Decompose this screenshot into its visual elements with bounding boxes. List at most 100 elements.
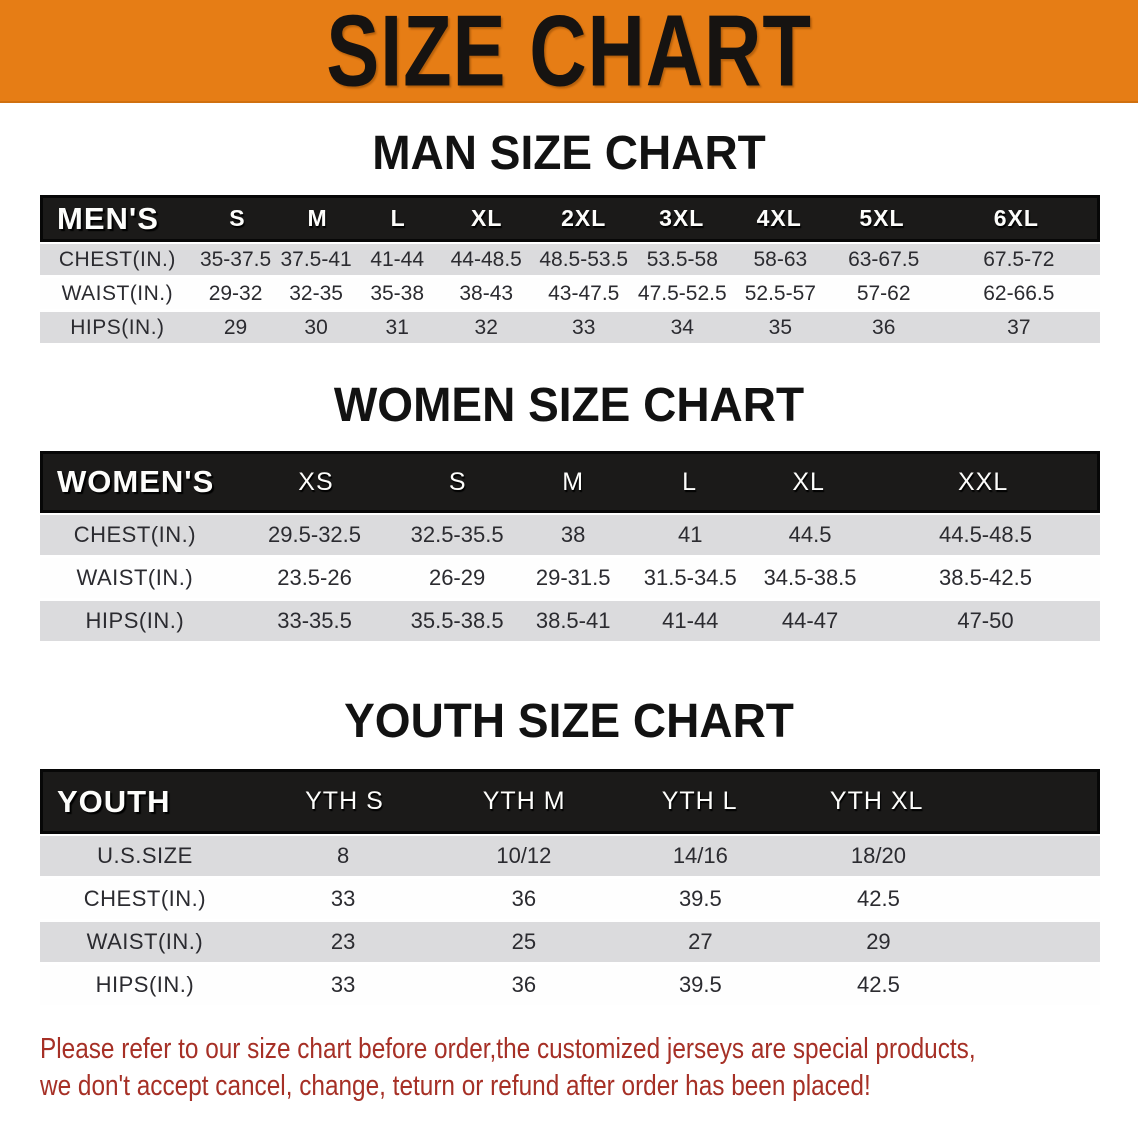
size-value-cell: 47-50 (957, 608, 1014, 633)
size-value-cell: 27 (688, 929, 713, 954)
measurement-row: HIPS(IN.) 33 36 39.5 42.5 (40, 965, 1100, 1005)
size-value-cell: 32 (474, 315, 498, 339)
size-value-cell: 23 (330, 929, 356, 954)
row-label: HIPS(IN.) (70, 315, 165, 339)
measurement-row: WAIST(IN.) 23 25 27 29 (40, 922, 1100, 962)
size-value-cell: 39.5 (678, 886, 722, 911)
size-value-cell: 33 (330, 886, 356, 911)
size-value-cell: 39.5 (678, 972, 722, 997)
size-value-cell: 36 (872, 315, 896, 339)
size-column-header: 2XL (561, 205, 607, 231)
size-value-cell: 44.5-48.5 (938, 522, 1032, 547)
size-value-cell: 37.5-41 (280, 247, 352, 271)
size-value-cell: 32-35 (289, 281, 343, 305)
size-value-cell: 44-47 (781, 608, 839, 633)
measurement-row: HIPS(IN.) 33-35.5 35.5-38.5 38.5-41 41-44 44-… (40, 601, 1100, 641)
size-value-cell: 35.5-38.5 (410, 608, 504, 633)
youth-table-body: U.S.SIZE 8 10/12 14/16 18/20 CHEST(IN.) 33 36 39… (40, 836, 1100, 1005)
size-column-header: 6XL (993, 205, 1039, 231)
size-value-cell: 58-63 (753, 247, 808, 271)
size-column-header: YTH S (305, 787, 384, 815)
size-column-header: L (682, 467, 698, 496)
size-value-cell: 62-66.5 (983, 281, 1055, 305)
size-value-cell: 29-31.5 (535, 565, 611, 590)
size-value-cell: 29 (866, 929, 891, 954)
disclaimer-line-1: Please refer to our size chart before or… (40, 1033, 976, 1065)
size-column-header: YTH M (482, 787, 566, 815)
size-value-cell: 43-47.5 (548, 281, 620, 305)
section-heading-women: WOMEN SIZE CHART (333, 376, 805, 432)
size-value-cell: 52.5-57 (744, 281, 816, 305)
size-value-cell: 37 (1007, 315, 1031, 339)
size-column-header: YTH XL (829, 787, 924, 815)
size-value-cell: 42.5 (857, 886, 900, 911)
size-value-cell: 63-67.5 (848, 247, 920, 271)
size-value-cell: 30 (304, 315, 328, 339)
size-value-cell: 23.5-26 (277, 565, 352, 590)
size-value-cell: 26-29 (428, 565, 486, 590)
size-value-cell: 33-35.5 (277, 608, 352, 633)
row-label: WAIST(IN.) (86, 929, 204, 954)
size-chart-banner: SIZE CHART (0, 0, 1138, 104)
size-value-cell: 36 (511, 972, 537, 997)
size-value-cell: 53.5-58 (646, 247, 718, 271)
row-label: WAIST(IN.) (61, 281, 174, 305)
womens-table-header-row: WOMEN'S XS S M L XL XXL (40, 451, 1100, 513)
measurement-row: WAIST(IN.) 23.5-26 26-29 29-31.5 31.5-34.5 34… (40, 558, 1100, 598)
size-value-cell: 31.5-34.5 (643, 565, 737, 590)
youth-size-table: YOUTH YTH S YTH M YTH L YTH XL U.S.SIZE 8 10/1… (40, 769, 1100, 1005)
measurement-row: WAIST(IN.) 29-32 32-35 35-38 38-43 43-47.5 47.… (40, 278, 1100, 309)
size-column-header: 4XL (756, 205, 802, 231)
size-value-cell: 36 (511, 886, 537, 911)
size-value-cell: 33 (330, 972, 356, 997)
size-value-cell: 38.5-41 (535, 608, 611, 633)
size-value-cell: 33 (572, 315, 596, 339)
size-value-cell: 44-48.5 (450, 247, 522, 271)
measurement-row: CHEST(IN.) 29.5-32.5 32.5-35.5 38 41 44.5 44.5… (40, 515, 1100, 555)
size-value-cell: 38 (560, 522, 586, 547)
size-value-cell: 41-44 (370, 247, 425, 271)
disclaimer-text: Please refer to our size chart before or… (40, 1031, 1138, 1105)
size-value-cell: 34.5-38.5 (763, 565, 857, 590)
size-value-cell: 67.5-72 (983, 247, 1055, 271)
size-value-cell: 35-38 (370, 281, 425, 305)
size-value-cell: 42.5 (857, 972, 900, 997)
measurement-row: CHEST(IN.) 35-37.5 37.5-41 41-44 44-48.5 48.5… (40, 244, 1100, 275)
size-column-header: XL (792, 467, 825, 496)
row-label: HIPS(IN.) (95, 972, 195, 997)
size-value-cell: 10/12 (496, 843, 552, 868)
size-value-cell: 29 (223, 315, 248, 339)
row-label: CHEST(IN.) (73, 522, 197, 547)
measurement-row: CHEST(IN.) 33 36 39.5 42.5 (40, 879, 1100, 919)
section-heading-man: MAN SIZE CHART (372, 124, 766, 180)
size-column-header: S (448, 467, 467, 496)
table-group-label: MEN'S (57, 200, 159, 236)
size-value-cell: 38.5-42.5 (938, 565, 1032, 590)
size-column-header: M (562, 467, 585, 496)
womens-table-body: CHEST(IN.) 29.5-32.5 32.5-35.5 38 41 44.5 44.5… (40, 515, 1100, 641)
disclaimer-line-2: we don't accept cancel, change, teturn o… (40, 1070, 871, 1102)
mens-size-table: MEN'S S M L XL 2XL 3XL 4XL 5XL 6XL CHEST(IN.) 35-3… (40, 195, 1100, 343)
measurement-row: U.S.SIZE 8 10/12 14/16 18/20 (40, 836, 1100, 876)
size-value-cell: 25 (511, 929, 537, 954)
table-group-label: WOMEN'S (57, 464, 215, 499)
size-column-header: M (307, 205, 328, 231)
row-label: CHEST(IN.) (58, 247, 176, 271)
table-group-label: YOUTH (57, 783, 171, 819)
row-label: WAIST(IN.) (76, 565, 194, 590)
measurement-row: HIPS(IN.) 29 30 31 32 33 34 35 36 37 (40, 312, 1100, 343)
size-value-cell: 38-43 (459, 281, 514, 305)
row-label: U.S.SIZE (97, 843, 193, 868)
size-column-header: 5XL (859, 205, 905, 231)
size-value-cell: 14/16 (672, 843, 728, 868)
size-value-cell: 48.5-53.5 (539, 247, 629, 271)
size-value-cell: 35-37.5 (199, 247, 272, 271)
size-column-header: 3XL (659, 205, 705, 231)
mens-table-header-row: MEN'S S M L XL 2XL 3XL 4XL 5XL 6XL (40, 195, 1100, 242)
size-value-cell: 8 (337, 843, 350, 868)
size-value-cell: 57-62 (856, 281, 911, 305)
size-value-cell: 29-32 (208, 281, 263, 305)
size-value-cell: 29.5-32.5 (268, 522, 362, 547)
womens-size-table: WOMEN'S XS S M L XL XXL CHEST(IN.) 29.5-32.5 32.… (40, 451, 1100, 641)
row-label: HIPS(IN.) (85, 608, 185, 633)
